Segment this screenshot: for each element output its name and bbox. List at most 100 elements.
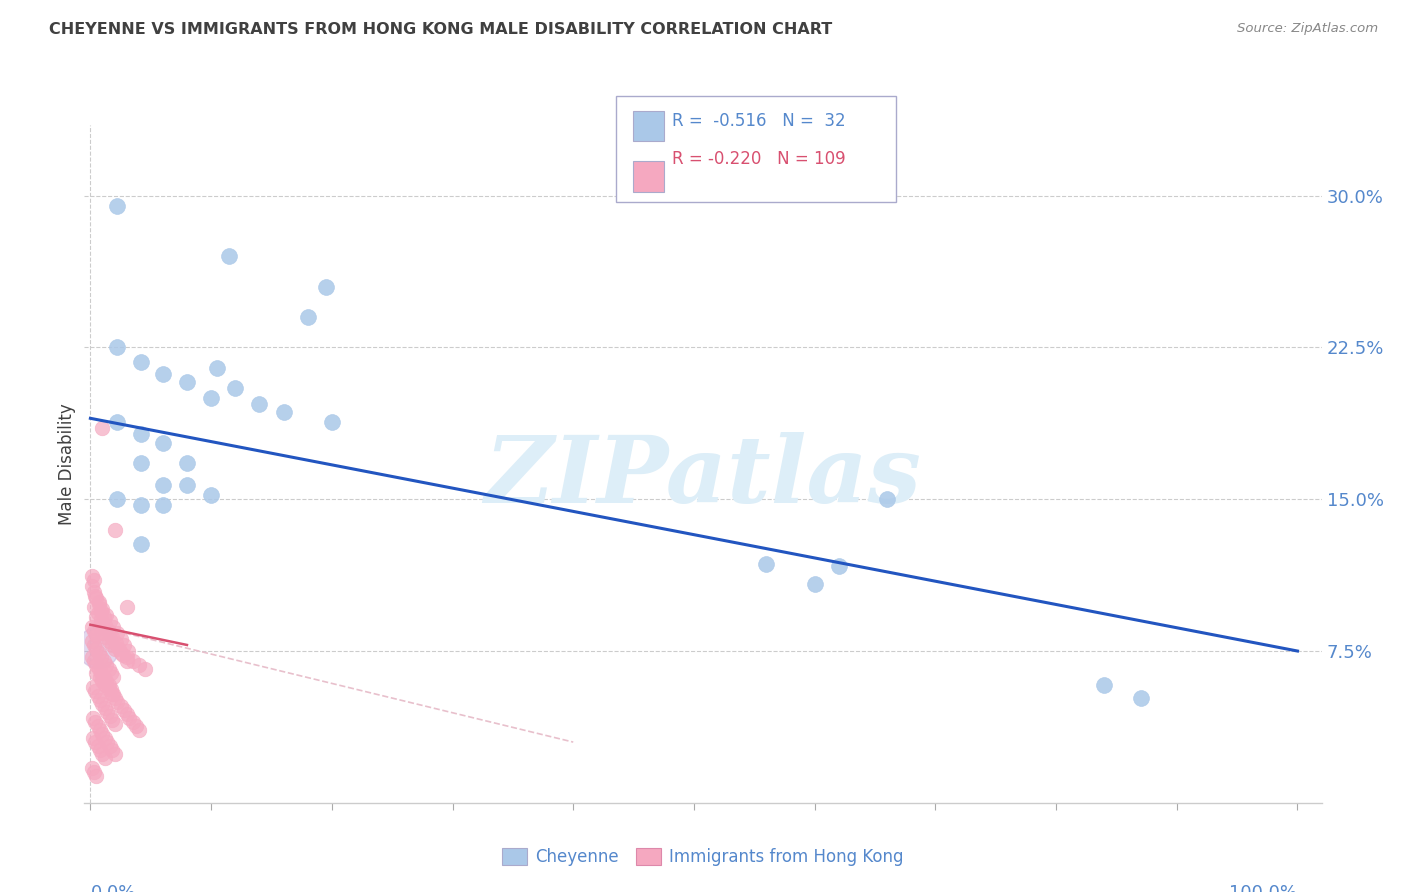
Point bbox=[80, 620, 103, 634]
Point bbox=[103, 620, 125, 634]
Point bbox=[91, 421, 114, 435]
Point bbox=[83, 624, 105, 638]
Point bbox=[101, 638, 124, 652]
Point bbox=[80, 761, 103, 775]
Text: CHEYENNE VS IMMIGRANTS FROM HONG KONG MALE DISABILITY CORRELATION CHART: CHEYENNE VS IMMIGRANTS FROM HONG KONG MA… bbox=[49, 22, 832, 37]
Point bbox=[91, 697, 114, 711]
Point bbox=[96, 705, 118, 719]
Text: ZIPatlas: ZIPatlas bbox=[485, 433, 921, 523]
Point bbox=[129, 427, 152, 442]
Point bbox=[89, 670, 111, 684]
Point bbox=[129, 499, 152, 513]
Point bbox=[176, 478, 198, 492]
Point bbox=[91, 674, 114, 689]
Point bbox=[103, 690, 125, 705]
Point bbox=[101, 713, 124, 727]
Point bbox=[87, 646, 110, 660]
Point bbox=[101, 743, 124, 757]
Point bbox=[80, 650, 103, 665]
Point bbox=[98, 739, 121, 753]
Point bbox=[110, 632, 132, 646]
Point bbox=[224, 381, 246, 395]
Point bbox=[152, 435, 174, 450]
Point bbox=[80, 579, 103, 593]
Point bbox=[91, 747, 114, 762]
Point bbox=[89, 692, 111, 706]
Point bbox=[84, 714, 107, 729]
Point bbox=[121, 714, 143, 729]
Point bbox=[129, 456, 152, 470]
Point bbox=[97, 634, 120, 648]
Point bbox=[90, 650, 112, 665]
Point bbox=[103, 642, 125, 657]
Point bbox=[86, 591, 108, 606]
Point bbox=[100, 682, 122, 697]
Point bbox=[90, 612, 112, 626]
Point bbox=[86, 658, 108, 673]
Point bbox=[83, 585, 105, 599]
Point bbox=[82, 731, 104, 745]
Point bbox=[97, 624, 120, 638]
Point bbox=[82, 681, 104, 695]
Point bbox=[94, 607, 117, 622]
Point bbox=[121, 654, 143, 668]
Point bbox=[87, 595, 110, 609]
Point bbox=[297, 310, 319, 325]
Point bbox=[128, 723, 150, 737]
Point bbox=[83, 765, 105, 780]
Point bbox=[98, 708, 121, 723]
Point bbox=[103, 686, 125, 700]
Point bbox=[83, 654, 105, 668]
Point bbox=[90, 603, 112, 617]
Point bbox=[83, 638, 105, 652]
Point bbox=[86, 666, 108, 681]
Point bbox=[89, 617, 111, 632]
Text: Source: ZipAtlas.com: Source: ZipAtlas.com bbox=[1237, 22, 1378, 36]
Point bbox=[82, 711, 104, 725]
Point bbox=[755, 557, 778, 571]
Point bbox=[803, 577, 825, 591]
Point bbox=[108, 642, 131, 657]
Point bbox=[86, 739, 108, 753]
Point bbox=[105, 492, 128, 507]
Point bbox=[87, 662, 110, 676]
Point bbox=[86, 770, 108, 784]
Point bbox=[93, 609, 115, 624]
Point bbox=[112, 703, 135, 717]
Point bbox=[86, 689, 108, 703]
Point bbox=[117, 644, 139, 658]
Text: 0.0%: 0.0% bbox=[90, 884, 136, 892]
Text: R = -0.220   N = 109: R = -0.220 N = 109 bbox=[672, 150, 845, 168]
Point bbox=[105, 199, 128, 213]
Legend: Cheyenne, Immigrants from Hong Kong: Cheyenne, Immigrants from Hong Kong bbox=[495, 841, 911, 872]
Point bbox=[90, 666, 112, 681]
Point bbox=[101, 630, 124, 644]
Point bbox=[247, 397, 270, 411]
Point bbox=[129, 354, 152, 368]
Point bbox=[876, 492, 898, 507]
Point bbox=[80, 634, 103, 648]
Point bbox=[86, 719, 108, 733]
Point bbox=[273, 405, 295, 419]
Point bbox=[105, 415, 128, 429]
Point bbox=[125, 719, 148, 733]
Point bbox=[87, 598, 110, 612]
Point bbox=[86, 642, 108, 657]
Point bbox=[94, 658, 117, 673]
Point bbox=[115, 650, 138, 665]
Point bbox=[94, 678, 117, 692]
Point bbox=[98, 614, 121, 628]
Point bbox=[152, 367, 174, 381]
Point bbox=[105, 625, 128, 640]
Point bbox=[93, 670, 115, 684]
Point bbox=[200, 391, 222, 405]
Point bbox=[91, 601, 114, 615]
Point bbox=[152, 478, 174, 492]
Point bbox=[94, 731, 117, 745]
Point bbox=[96, 735, 118, 749]
Point bbox=[134, 662, 156, 676]
Point bbox=[94, 674, 117, 689]
Point bbox=[89, 743, 111, 757]
Point bbox=[91, 625, 114, 640]
Point bbox=[205, 360, 228, 375]
